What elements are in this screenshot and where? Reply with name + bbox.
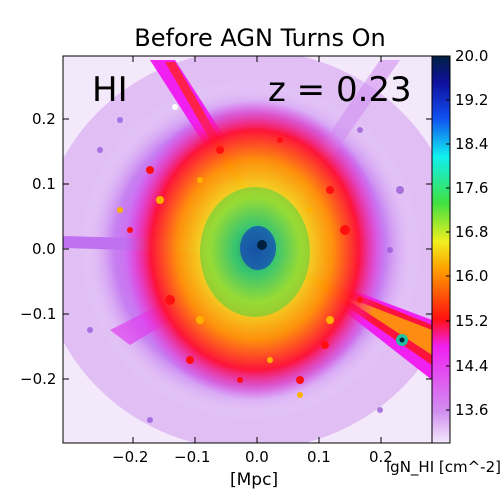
y-tick-label: 0.2: [32, 110, 56, 128]
colorbar: [431, 55, 451, 444]
redshift-label: z = 0.23: [268, 70, 412, 110]
y-tick-label: 0.0: [32, 240, 56, 258]
x-tick-label: 0.1: [307, 448, 331, 466]
colorbar-tick-label: 13.6: [455, 401, 489, 419]
species-label: HI: [92, 70, 128, 110]
x-axis-label: [Mpc]: [230, 470, 279, 490]
colorbar-tick-label: 17.6: [455, 179, 489, 197]
y-tick-label: −0.1: [20, 305, 57, 323]
x-tick-label: 0.2: [369, 448, 393, 466]
plot-title: Before AGN Turns On: [134, 24, 386, 52]
x-tick-label: −0.2: [112, 448, 149, 466]
colorbar-tick-label: 19.2: [455, 91, 489, 109]
x-tick-label: −0.1: [174, 448, 211, 466]
colorbar-tick-label: 15.2: [455, 312, 489, 330]
colorbar-tick-label: 20.0: [455, 47, 489, 65]
x-axis-ticks: [63, 56, 432, 443]
colorbar-label: lgN_HI [cm^-2]: [386, 458, 500, 476]
colorbar-tick-label: 16.0: [455, 267, 489, 285]
x-tick-label: 0.0: [245, 448, 269, 466]
colorbar-tick-label: 16.8: [455, 223, 489, 241]
y-tick-label: −0.2: [20, 370, 57, 388]
map-image: [63, 56, 432, 443]
y-tick-label: 0.1: [32, 175, 56, 193]
colorbar-tick-label: 18.4: [455, 135, 489, 153]
colorbar-tick-label: 14.4: [455, 357, 489, 375]
